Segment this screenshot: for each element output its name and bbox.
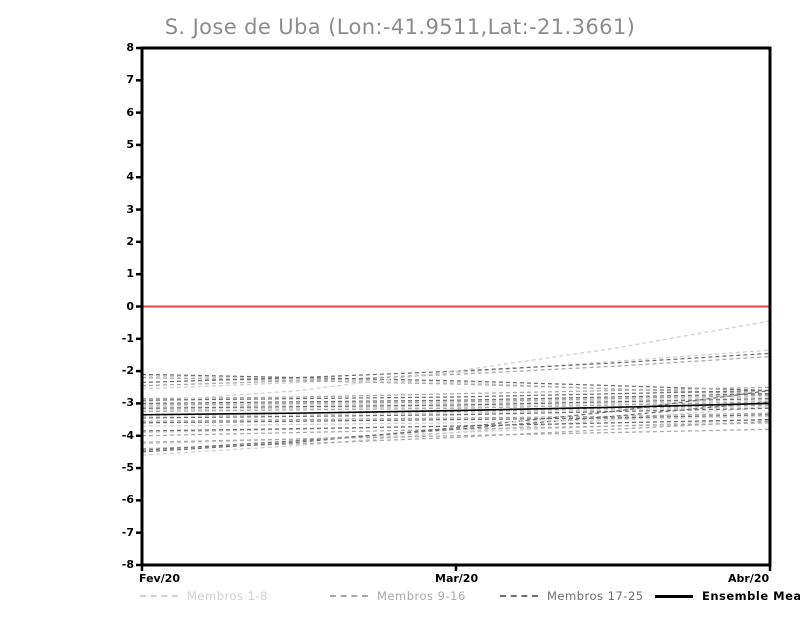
y-axis-tick-label: 5 [126,137,134,151]
y-axis-tick-label: -7 [121,525,134,539]
member-line [141,428,771,443]
member-line [141,320,771,403]
member-line [141,389,771,453]
ensemble-mean-line [141,402,771,416]
y-axis-tick-label: -4 [121,428,134,442]
y-axis-tick-label: -8 [121,558,134,571]
x-axis-tick-label: Mar/20 [435,572,479,585]
y-axis-tick-label: -2 [121,364,134,378]
legend-label: Membros 9-16 [377,589,466,603]
y-axis-tick-label: 8 [126,41,134,54]
y-axis-tick-label: 2 [126,234,134,248]
x-axis-tick-label: Fev/20 [139,572,181,585]
legend-item[interactable]: Membros 1-8 [140,586,268,606]
y-axis-tick-label: -5 [121,461,134,475]
y-axis-tick-label: -3 [121,396,134,410]
y-axis-tick-label: 3 [126,202,134,216]
legend-line-swatch [655,594,693,598]
y-axis-tick-label: 0 [126,299,134,313]
legend-line-swatch [330,595,368,597]
y-axis-tick-label: -6 [121,493,134,507]
y-axis-tick-label: -1 [121,331,134,345]
legend-label: Ensemble Mean [702,589,800,603]
x-axis-tick-label: Abr/20 [728,572,770,585]
legend-line-swatch [140,595,178,597]
legend-item[interactable]: Membros 9-16 [330,586,466,606]
legend-item[interactable]: Membros 17-25 [500,586,644,606]
legend-item[interactable]: Ensemble Mean [655,586,800,606]
legend-label: Membros 1-8 [187,589,268,603]
legend-line-swatch [500,595,538,597]
y-axis-tick-label: 1 [126,267,134,281]
legend-label: Membros 17-25 [547,589,644,603]
chart-legend: Membros 1-8 Membros 9-16 Membros 17-25 Ense… [140,586,800,606]
y-axis-tick-label: 4 [126,170,134,184]
page-title: S. Jose de Uba (Lon:-41.9511,Lat:-21.366… [164,15,636,39]
y-axis-tick-label: 7 [126,73,134,87]
y-axis-tick-label: 6 [126,105,134,119]
